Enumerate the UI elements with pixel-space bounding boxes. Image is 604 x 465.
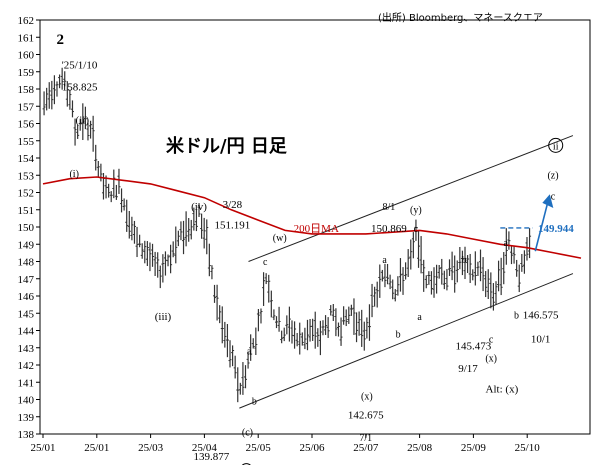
- annotation-label: 158.825: [62, 82, 98, 94]
- annotation-label: a: [417, 312, 422, 323]
- annotation-label: 10/1: [531, 334, 551, 346]
- y-tick-label: 155: [18, 136, 35, 148]
- projection-arrow-head: [542, 194, 554, 209]
- wave-circle: [241, 463, 251, 465]
- x-tick-label: 25/01: [84, 442, 109, 454]
- x-tick-label: 25/04: [192, 442, 218, 454]
- trend-line: [239, 273, 574, 409]
- annotation-label: (x): [485, 354, 497, 365]
- y-tick-label: 154: [18, 153, 35, 165]
- annotation-label: 150.869: [371, 223, 407, 235]
- x-tick-label: 25/07: [353, 442, 379, 454]
- annotation-label: (c): [242, 428, 253, 439]
- annotation-label: 142.675: [348, 409, 384, 421]
- annotation-label: a: [247, 347, 252, 358]
- y-axis: 138 139 140 141 142 143 144 145 146 147 148 149 150 1…: [18, 15, 40, 441]
- y-tick-label: 139: [18, 412, 35, 424]
- annotation-label: '25/1/10: [62, 59, 98, 71]
- annotation-label: c: [489, 335, 494, 346]
- annotation-label: 146.575: [523, 309, 559, 321]
- annotation-label: c: [414, 224, 419, 235]
- annotation-label: (ii): [76, 115, 90, 127]
- trend-line: [248, 135, 574, 262]
- annotation-label: 2: [56, 32, 64, 48]
- annotation-label: a: [382, 255, 387, 266]
- x-tick-label: 25/10: [515, 442, 541, 454]
- annotation-label: Alt: (x): [486, 384, 519, 396]
- annotation-label: (x): [361, 392, 373, 403]
- annotation-label: c: [551, 191, 556, 202]
- annotation-label: (z): [547, 171, 558, 182]
- annotation-label: b: [252, 397, 257, 408]
- x-tick-label: 25/03: [138, 442, 164, 454]
- annotation-label: ii: [553, 141, 559, 152]
- y-tick-label: 156: [18, 119, 35, 131]
- y-tick-label: 147: [18, 274, 35, 286]
- wave-circle: [548, 137, 564, 153]
- y-tick-label: 142: [18, 360, 35, 372]
- y-tick-label: 151: [18, 205, 35, 217]
- overlay-lines: 149.944: [42, 135, 582, 409]
- x-tick-label: 25/05: [246, 442, 272, 454]
- y-tick-label: 138: [18, 429, 35, 441]
- x-tick-label: 25/01: [30, 442, 55, 454]
- ma-200-line: [42, 176, 582, 259]
- annotation-label: 3/28: [223, 199, 243, 211]
- annotation-label: c: [263, 257, 268, 268]
- y-tick-label: 153: [18, 170, 35, 182]
- y-tick-label: 157: [18, 101, 35, 113]
- projection-arrow: [534, 202, 549, 252]
- annotation-label: (iii): [155, 311, 172, 323]
- annotation-label: 9/17: [458, 363, 478, 375]
- annotation-label: 8/1: [383, 202, 396, 213]
- annotation-label: (w): [273, 233, 287, 244]
- y-tick-label: 162: [18, 15, 35, 27]
- annotations: 2 '25/1/10 158.825 (ii) (i) (iv) 3/28 151.191 (i…: [56, 32, 564, 465]
- y-tick-label: 160: [18, 50, 35, 62]
- x-tick-label: 25/08: [407, 442, 433, 454]
- y-tick-label: 152: [18, 188, 35, 200]
- chart-title: 米ドル/円 日足: [166, 135, 287, 157]
- y-tick-label: 146: [18, 291, 35, 303]
- annotation-label: (iv): [191, 201, 207, 213]
- y-tick-label: 161: [18, 32, 35, 44]
- x-tick-label: 25/06: [299, 442, 325, 454]
- y-tick-label: 159: [18, 67, 35, 79]
- y-tick-label: 158: [18, 84, 35, 96]
- y-tick-label: 141: [18, 377, 35, 389]
- price-candles: [42, 67, 532, 403]
- y-tick-label: 150: [18, 222, 35, 234]
- y-tick-label: 148: [18, 257, 35, 269]
- y-tick-label: 149: [18, 239, 35, 251]
- annotation-label: (i): [69, 169, 78, 180]
- x-tick-label: 25/09: [461, 442, 487, 454]
- y-tick-label: 140: [18, 395, 35, 407]
- y-tick-label: 144: [18, 326, 35, 338]
- annotation-label: 151.191: [215, 220, 251, 232]
- y-tick-label: 145: [18, 308, 35, 320]
- source-note: (出所) Bloomberg、マネースクエア: [378, 11, 543, 24]
- annotation-label: 139.877: [194, 451, 230, 463]
- annotation-label: b: [514, 310, 519, 321]
- annotation-label: 145.473: [456, 340, 492, 352]
- annotation-label: a: [503, 238, 508, 249]
- x-axis: 25/01 25/01 25/03 25/04 25/05 25/06 25/07 25/08…: [30, 434, 540, 454]
- annotation-label: 7/1: [359, 433, 372, 444]
- level-label: 149.944: [538, 223, 574, 235]
- annotation-label: b: [396, 329, 401, 340]
- annotation-label: 200日MA: [294, 223, 339, 235]
- annotation-label: (y): [410, 205, 422, 216]
- annotation-label: b: [462, 255, 467, 266]
- y-tick-label: 143: [18, 343, 35, 355]
